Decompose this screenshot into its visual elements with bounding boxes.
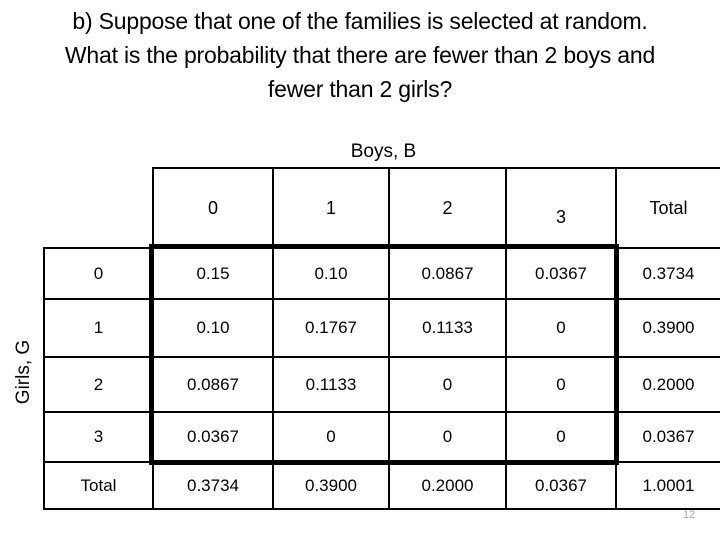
cell-girls1-boys1: 0.1767 xyxy=(272,298,390,358)
col-header-boys-1: 1 xyxy=(272,167,390,249)
cell-girls3-boys2: 0 xyxy=(388,411,507,463)
cell-girls0-total: 0.3734 xyxy=(615,247,720,300)
corner-blank-cell xyxy=(44,168,153,248)
probability-table-grid: 0 1 2 3 Total 0 0.15 0.10 0.0867 0.0367 … xyxy=(43,167,720,510)
table-row-girls-0: 0 0.15 0.10 0.0867 0.0367 0.3734 xyxy=(43,247,720,300)
col-header-boys-0: 0 xyxy=(152,167,274,249)
cell-girls2-boys2: 0 xyxy=(388,356,507,413)
joint-probability-table: 0 1 2 3 Total 0 0.15 0.10 0.0867 0.0367 … xyxy=(43,167,720,510)
cell-total-boys3: 0.0367 xyxy=(505,461,617,510)
cell-total-boys1: 0.3900 xyxy=(272,461,390,510)
cell-girls2-boys0: 0.0867 xyxy=(152,356,274,413)
table-header-row: 0 1 2 3 Total xyxy=(44,167,720,249)
col-header-boys-3: 3 xyxy=(505,167,617,249)
row-header-girls-0: 0 xyxy=(43,247,154,300)
table-row-girls-2: 2 0.0867 0.1133 0 0 0.2000 xyxy=(43,356,720,413)
question-title-line-2: What is the probability that there are f… xyxy=(64,42,656,68)
cell-girls3-boys1: 0 xyxy=(272,411,390,463)
col-header-boys-2: 2 xyxy=(388,167,507,249)
col-header-boys-3-label: 3 xyxy=(555,206,566,227)
row-header-total: Total xyxy=(43,461,154,510)
cell-total-grand: 1.0001 xyxy=(615,461,720,510)
row-header-girls-3: 3 xyxy=(43,411,154,463)
cell-girls1-boys2: 0.1133 xyxy=(388,298,507,358)
cell-girls0-boys2: 0.0867 xyxy=(388,247,507,300)
table-row-girls-3: 3 0.0367 0 0 0 0.0367 xyxy=(43,411,720,463)
cell-girls2-total: 0.2000 xyxy=(615,356,720,413)
table-row-girls-1: 1 0.10 0.1767 0.1133 0 0.3900 xyxy=(43,298,720,358)
table-row-total: Total 0.3734 0.3900 0.2000 0.0367 1.0001 xyxy=(43,461,720,510)
column-group-label-boys: Boys, B xyxy=(350,141,417,162)
question-title-line-3: fewer than 2 girls? xyxy=(267,76,453,102)
cell-girls3-total: 0.0367 xyxy=(615,411,720,463)
cell-girls1-boys0: 0.10 xyxy=(152,298,274,358)
cell-girls2-boys3: 0 xyxy=(505,356,617,413)
col-header-total: Total xyxy=(615,167,720,249)
page-number: 12 xyxy=(683,509,696,521)
cell-total-boys2: 0.2000 xyxy=(388,461,507,510)
cell-girls2-boys1: 0.1133 xyxy=(272,356,390,413)
cell-girls0-boys3: 0.0367 xyxy=(505,247,617,300)
row-header-girls-2: 2 xyxy=(43,356,154,413)
cell-total-boys0: 0.3734 xyxy=(152,461,274,510)
row-header-girls-1: 1 xyxy=(43,298,154,358)
row-group-label-girls: Girls, G xyxy=(13,339,34,405)
cell-girls0-boys1: 0.10 xyxy=(272,247,390,300)
cell-girls0-boys0: 0.15 xyxy=(152,247,274,300)
question-title-line-1: b) Suppose that one of the families is s… xyxy=(72,8,648,34)
cell-girls1-boys3: 0 xyxy=(505,298,617,358)
cell-girls3-boys3: 0 xyxy=(505,411,617,463)
cell-girls1-total: 0.3900 xyxy=(615,298,720,358)
cell-girls3-boys0: 0.0367 xyxy=(152,411,274,463)
question-title: b) Suppose that one of the families is s… xyxy=(0,4,720,106)
